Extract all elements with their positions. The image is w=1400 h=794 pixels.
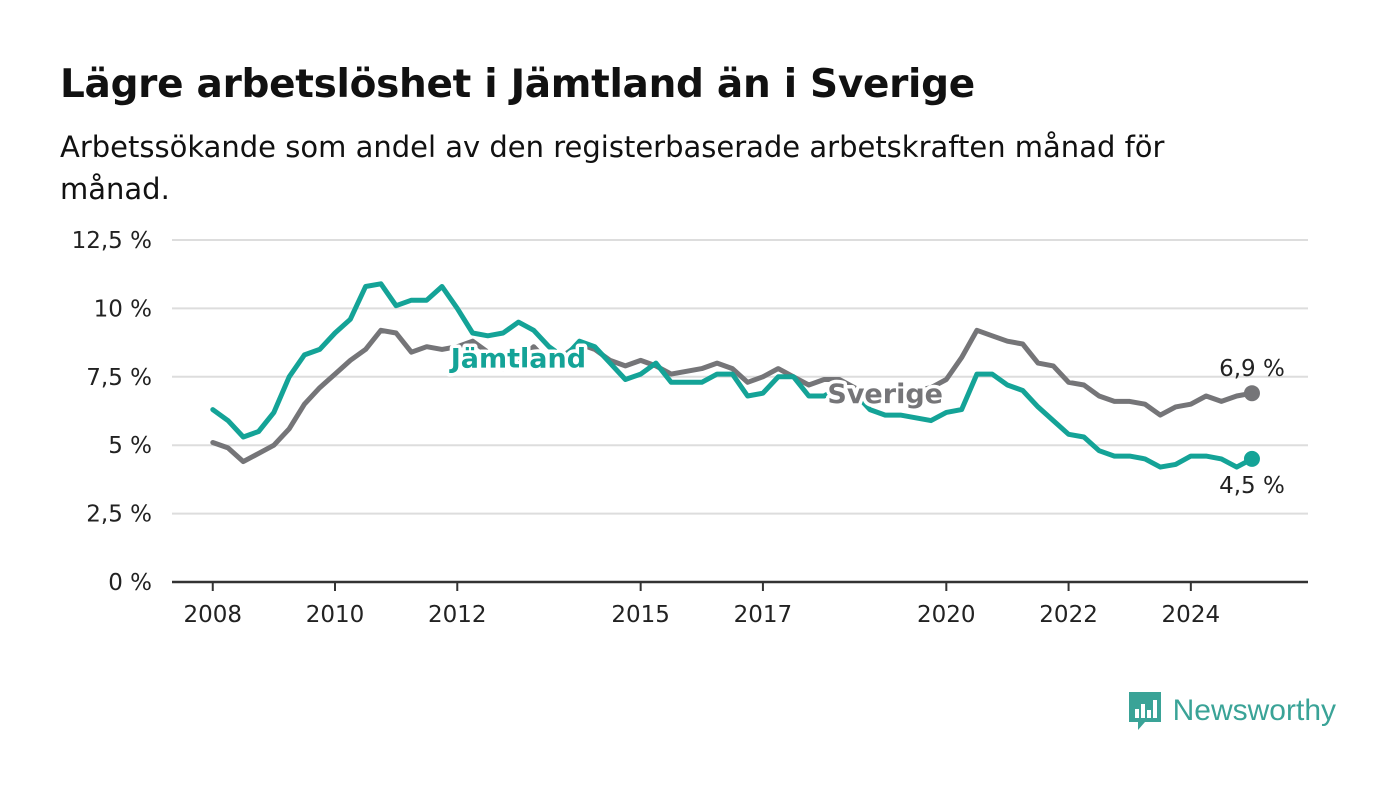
end-value-label: 4,5 % xyxy=(1219,473,1285,499)
x-tick-label: 2020 xyxy=(917,602,976,628)
x-tick-label: 2010 xyxy=(306,602,365,628)
y-tick-label: 7,5 % xyxy=(86,365,152,391)
y-tick-label: 2,5 % xyxy=(86,502,152,528)
series-label-jämtland: Jämtland xyxy=(449,344,586,375)
x-tick-label: 2012 xyxy=(428,602,487,628)
end-point xyxy=(1243,385,1260,402)
newsworthy-chart-bubble-icon xyxy=(1128,692,1161,730)
series-line-jämtland xyxy=(210,281,1255,470)
chart-title: Lägre arbetslöshet i Jämtland än i Sveri… xyxy=(60,62,975,107)
end-value-label: 6,9 % xyxy=(1219,356,1285,382)
x-tick-label: 2022 xyxy=(1039,602,1098,628)
series-lines xyxy=(210,281,1260,470)
series-line-sverige xyxy=(210,327,1255,465)
x-tick-label: 2017 xyxy=(734,602,793,628)
brand-name: Newsworthy xyxy=(1172,694,1336,727)
grid-lines xyxy=(172,239,1308,515)
brand-logo: Newsworthy xyxy=(1127,690,1336,732)
chart-subtitle: Arbetssökande som andel av den registerb… xyxy=(60,130,1165,206)
data-labels: 6,9 % 4,5 % Jämtland Sverige xyxy=(445,340,1285,499)
y-tick-label: 12,5 % xyxy=(72,228,152,254)
y-tick-label: 5 % xyxy=(108,433,152,459)
x-tick-label: 2015 xyxy=(611,602,670,628)
y-tick-label: 0 % xyxy=(108,570,152,596)
end-point xyxy=(1243,450,1260,467)
axes: 0 % 2,5 % 5 % 7,5 % 10 % 12,5 % 2008 2010 2012 20… xyxy=(72,228,1308,628)
x-tick-label: 2024 xyxy=(1162,602,1221,628)
series-label-sverige: Sverige xyxy=(827,379,943,410)
y-tick-label: 10 % xyxy=(94,296,152,322)
x-tick-label: 2008 xyxy=(183,602,242,628)
